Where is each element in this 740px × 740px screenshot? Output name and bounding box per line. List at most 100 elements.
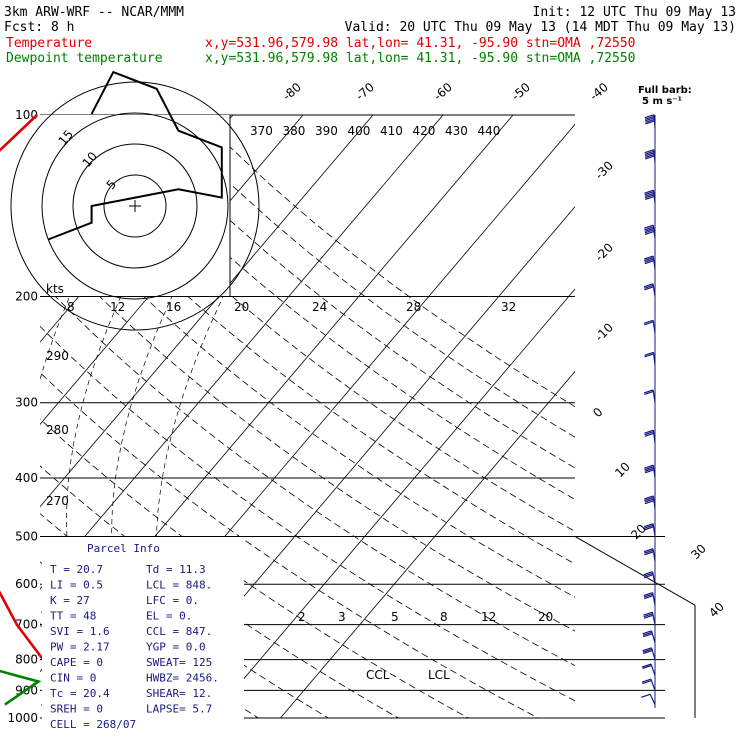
wind-barb: [641, 663, 656, 676]
wind-barb: [644, 495, 656, 509]
wind-barb: [643, 389, 656, 403]
mixing-ratio-label: 8: [440, 610, 448, 624]
wind-barb: [642, 630, 656, 643]
diagram-grid: [40, 114, 696, 719]
dry-adiabat-label: 270: [46, 494, 69, 508]
legend-temperature: Temperature: [6, 36, 92, 51]
mixing-ratio-label: 32: [501, 300, 516, 314]
pressure-label: 600: [15, 577, 38, 591]
parcel-field: K = 27: [50, 594, 90, 607]
init-time: Init: 12 UTC Thu 09 May 13: [533, 5, 737, 20]
parcel-field: CIN = 0: [50, 672, 96, 685]
legend-dewpoint: Dewpoint temperature: [6, 51, 163, 66]
wind-barb: [644, 224, 656, 239]
wind-barb: [643, 283, 656, 297]
parcel-field: LI = 0.5: [50, 579, 103, 592]
isotherm-label: -20: [592, 240, 616, 264]
dry-adiabat-label: 290: [46, 349, 69, 363]
parcel-field: HWBZ= 2456.: [146, 672, 219, 685]
pressure-label: 400: [15, 471, 38, 485]
level-annotation-lcl: LCL: [428, 668, 450, 682]
isotherm-label: -30: [592, 158, 616, 182]
dry-adiabat: [73, 139, 575, 532]
mixing-ratio-label: 8: [67, 300, 75, 314]
mixing-ratio-label: 2: [298, 610, 306, 624]
theta-e-label: 370: [250, 124, 273, 138]
wind-barb: [643, 319, 656, 334]
isotherm-label: 30: [688, 541, 709, 562]
dry-adiabat: [40, 325, 575, 702]
parcel-info-box: Parcel Info T = 20.7 Td = 11.3 LI = 0.5 LCL…: [42, 537, 244, 731]
wind-barb: [644, 464, 656, 479]
legend-temperature-info: x,y=531.96,579.98 lat,lon= 41.31, -95.90…: [205, 36, 635, 51]
mixing-ratio-label: 5: [391, 610, 399, 624]
wind-barb: [644, 429, 656, 444]
mixing-ratio-label: 3: [338, 610, 346, 624]
wind-barb: [644, 114, 656, 128]
parcel-field: CCL = 847.: [146, 625, 212, 638]
dry-adiabat: [147, 139, 575, 469]
isotherm-label: 10: [612, 459, 633, 480]
legend-dewpoint-info: x,y=531.96,579.98 lat,lon= 41.31, -95.90…: [205, 51, 635, 66]
hodograph-ring: [103, 174, 167, 238]
parcel-field: YGP = 0.0: [146, 641, 206, 654]
dry-adiabat: [40, 280, 575, 667]
theta-e-label: 420: [413, 124, 436, 138]
isotherm-label: -40: [587, 80, 611, 103]
parcel-field: EL = 0.: [146, 610, 192, 623]
mixing-ratio-label: 28: [406, 300, 421, 314]
parcel-field: LFC = 0.: [146, 594, 199, 607]
wind-barb: [643, 611, 656, 625]
wind-barb: [644, 149, 656, 163]
isotherm: [40, 115, 444, 590]
parcel-field: SVI = 1.6: [50, 625, 110, 638]
theta-e-label: 400: [348, 124, 371, 138]
mixing-ratio-label: 12: [481, 610, 496, 624]
barb-key-title: Full barb:: [638, 85, 692, 96]
mixing-ratio-label: 20: [234, 300, 249, 314]
theta-e-label: 390: [315, 124, 338, 138]
isotherm-label: 20: [628, 521, 649, 542]
wind-barb: [643, 571, 656, 585]
parcel-field: CAPE = 0: [50, 656, 103, 669]
wind-barb: [643, 255, 656, 270]
pressure-label: 700: [15, 618, 38, 632]
pressure-label: 100: [15, 108, 38, 122]
parcel-field: SREH = 0: [50, 703, 103, 716]
pressure-label: 500: [15, 529, 38, 543]
theta-e-label: 410: [380, 124, 403, 138]
hodograph-unit: kts: [46, 282, 64, 296]
hodograph-ring: [10, 81, 260, 331]
pressure-label: 800: [15, 653, 38, 667]
hodograph-trace: [47, 70, 223, 241]
profile-dewpoint-temperature: [0, 669, 42, 706]
valid-time: Valid: 20 UTC Thu 09 May 13 (14 MDT Thu …: [345, 20, 736, 35]
pressure-label: 300: [15, 396, 38, 410]
parcel-info-title: Parcel Info: [87, 542, 160, 555]
parcel-field: PW = 2.17: [50, 641, 110, 654]
theta-e-label: 430: [445, 124, 468, 138]
dry-adiabat: [110, 139, 575, 500]
wind-barb: [643, 592, 656, 606]
model-title: 3km ARW-WRF -- NCAR/MMM: [4, 5, 184, 20]
pressure-label: 200: [15, 290, 38, 304]
dry-adiabat-label: 280: [46, 423, 69, 437]
wind-barb: [642, 647, 656, 660]
level-annotation-ccl: CCL: [366, 668, 390, 682]
mixing-ratio-label: 24: [312, 300, 327, 314]
wind-barb: [644, 351, 656, 366]
parcel-field: LAPSE= 5.7: [146, 703, 212, 716]
wind-barb: [641, 693, 656, 705]
wind-barb: [643, 548, 656, 562]
mixing-ratio-label: 16: [166, 300, 181, 314]
parcel-field: Td = 11.3: [146, 563, 206, 576]
hodograph-ring: [41, 112, 229, 300]
isotherm-label: -60: [431, 80, 455, 103]
isotherm-label: -50: [509, 80, 533, 103]
dry-adiabat: [40, 234, 575, 632]
isotherm: [209, 288, 575, 718]
dry-adiabat: [185, 139, 575, 438]
dry-adiabat: [222, 139, 575, 408]
